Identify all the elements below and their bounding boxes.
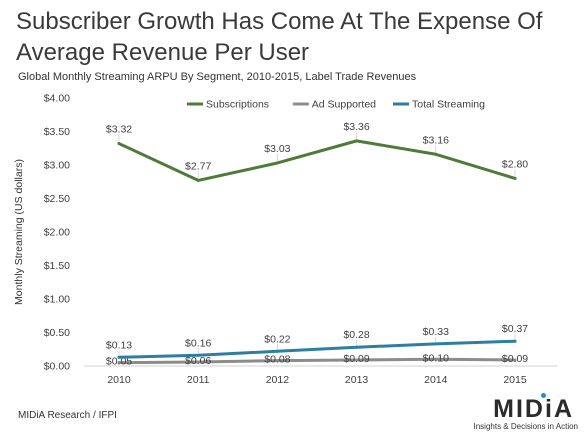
data-label: $2.80 — [502, 158, 528, 170]
y-tick-label: $0.00 — [44, 361, 70, 373]
series-line-subscriptions — [117, 139, 517, 182]
logo-dot-icon — [540, 393, 546, 398]
data-label: $0.33 — [423, 326, 449, 338]
data-label: $3.36 — [343, 121, 369, 133]
legend-label: Subscriptions — [206, 99, 269, 111]
data-label: $3.16 — [423, 134, 449, 146]
data-point — [513, 339, 517, 343]
data-point — [117, 355, 121, 359]
y-tick-label: $4.00 — [44, 93, 70, 105]
y-tick-label: $3.50 — [44, 126, 70, 138]
y-tick-label: $1.00 — [44, 294, 70, 306]
x-tick-label: 2013 — [345, 374, 369, 386]
data-point — [434, 357, 438, 361]
data-point — [434, 152, 438, 156]
data-label: $0.16 — [185, 337, 211, 349]
legend-label: Ad Supported — [312, 99, 376, 111]
data-label: $0.09 — [502, 353, 528, 365]
x-tick-label: 2014 — [424, 374, 448, 386]
data-point — [275, 349, 279, 353]
data-point — [355, 345, 359, 349]
headline: Subscriber Growth Has Come At The Expens… — [16, 8, 543, 66]
chart-title: Global Monthly Streaming ARPU By Segment… — [18, 71, 417, 83]
x-tick-label: 2011 — [187, 374, 210, 386]
data-point — [196, 178, 200, 182]
data-point — [275, 359, 279, 363]
data-label: $3.32 — [106, 124, 132, 136]
data-label: $0.22 — [264, 333, 290, 345]
data-point — [117, 142, 121, 146]
data-point — [196, 353, 200, 357]
data-point — [196, 360, 200, 364]
x-tick-label: 2010 — [107, 374, 131, 386]
logo-wordmark: MID iA — [493, 393, 574, 423]
data-label: $0.08 — [264, 354, 290, 366]
data-label: $0.28 — [343, 329, 369, 341]
data-label: $0.09 — [343, 353, 369, 365]
y-tick-label: $0.50 — [44, 327, 70, 339]
data-point — [513, 176, 517, 180]
data-label: $0.06 — [185, 355, 211, 367]
data-point — [513, 358, 517, 362]
y-tick-label: $2.50 — [44, 193, 70, 205]
midia-logo: MID iA Insights & Decisions in Action — [448, 393, 579, 435]
logo-tagline: Insights & Decisions in Action — [473, 422, 579, 431]
data-point — [355, 358, 359, 362]
series-line-ad-supported — [117, 357, 517, 365]
data-label: $2.77 — [185, 160, 211, 172]
y-tick-label: $3.00 — [44, 160, 70, 172]
y-tick-label: $2.00 — [44, 227, 70, 239]
data-point — [275, 161, 279, 165]
data-point — [117, 361, 121, 365]
data-point — [434, 342, 438, 346]
data-label: $3.03 — [264, 143, 290, 155]
line-chart: Monthly Streaming (US dollars) $0.00 $0.50… — [13, 93, 557, 386]
data-label: $0.13 — [106, 339, 132, 351]
data-label: $0.10 — [423, 352, 449, 364]
data-label: $0.05 — [106, 356, 132, 368]
data-label: $0.37 — [502, 323, 528, 335]
x-tick-label: 2015 — [503, 374, 527, 386]
y-tick-label: $1.50 — [44, 260, 70, 272]
source-note: MIDiA Research / IFPI — [18, 410, 117, 421]
legend-label: Total Streaming — [412, 99, 485, 111]
y-axis-title: Monthly Streaming (US dollars) — [13, 159, 25, 305]
series-line-total-streaming — [117, 339, 517, 359]
data-point — [355, 139, 359, 143]
x-tick-label: 2012 — [266, 374, 290, 386]
